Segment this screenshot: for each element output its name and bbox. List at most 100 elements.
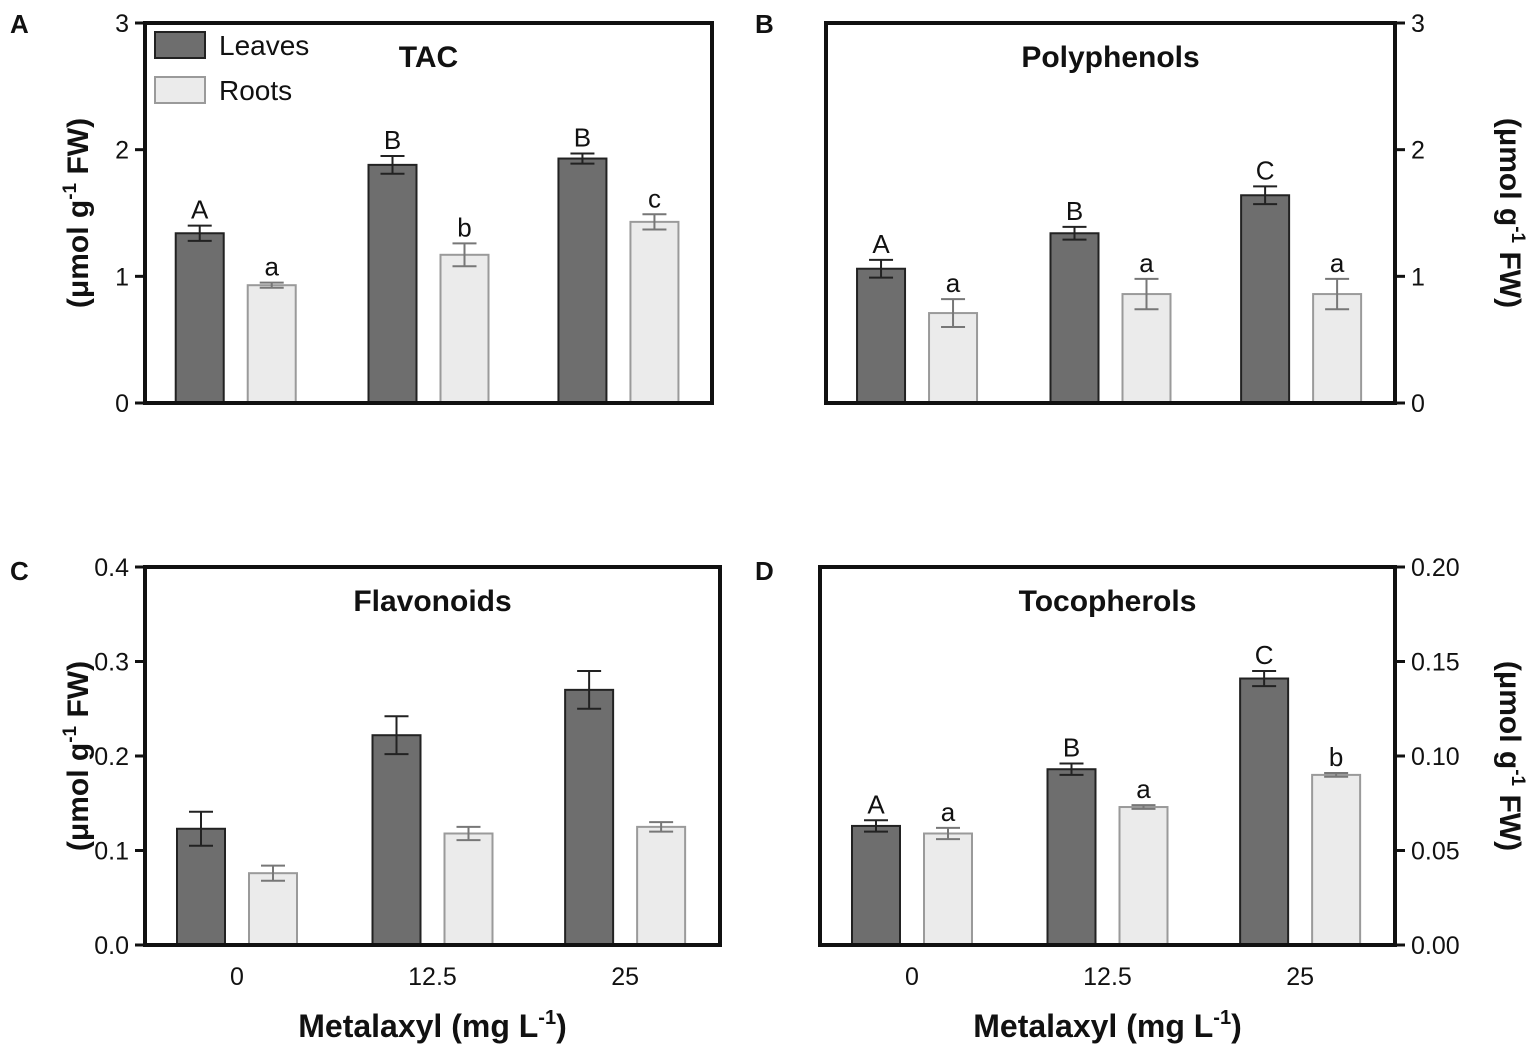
significance-letter: A	[867, 789, 885, 819]
x-axis-label: Metalaxyl (mg L-1)	[973, 1007, 1242, 1044]
leaves-bar	[856, 267, 907, 404]
error-bar	[941, 298, 966, 328]
panel-letter: A	[10, 9, 29, 39]
y-axis-label-text: (μmol g	[1493, 661, 1526, 769]
roots-bar	[1312, 293, 1363, 405]
leaves-bar	[371, 734, 422, 947]
chart-title: Polyphenols	[1021, 41, 1199, 74]
y-axis-label-text: FW)	[62, 118, 95, 183]
y-axis-label-text: FW)	[1493, 243, 1526, 308]
panel-d: D Tocopherols A B Ca a b 0.00 0.05 0.10 0.15 0.20 (μ…	[755, 554, 1528, 1044]
panel-letter: B	[755, 9, 774, 39]
legend-swatch-leaves	[154, 31, 206, 59]
y-axis-label: (μmol g-1 FW)	[1493, 661, 1528, 851]
y-axis-label: (μmol g-1 FW)	[60, 661, 95, 851]
leaves-bar	[367, 163, 418, 404]
y-tick-label: 0.4	[94, 554, 129, 582]
error-bar	[452, 242, 477, 268]
error-bar	[1131, 804, 1156, 810]
significance-letter: a	[941, 797, 956, 827]
leaves-bar	[174, 232, 225, 404]
significance-letter: B	[384, 125, 401, 155]
plot-frame	[824, 21, 1397, 405]
panel-letter: C	[10, 556, 29, 586]
error-bar	[384, 715, 409, 756]
legend: Leaves Roots	[154, 30, 309, 106]
y-tick-label: 0.0	[94, 932, 129, 960]
leaves-bar	[1239, 677, 1290, 946]
error-bar	[642, 213, 667, 231]
leaves-bar	[1046, 768, 1097, 946]
legend-label-leaves: Leaves	[219, 30, 309, 61]
significance-letter: B	[1063, 733, 1080, 763]
plot-frame	[143, 21, 714, 405]
y-tick-label: 0	[1411, 390, 1425, 418]
roots-bar	[629, 220, 680, 404]
roots-bar	[443, 832, 494, 946]
error-bar	[649, 821, 674, 833]
chart-title: TAC	[399, 41, 458, 74]
plot-frame	[143, 565, 722, 947]
x-tick-label: 0	[230, 963, 244, 991]
x-tick-label: 12.5	[408, 963, 457, 991]
significance-letter: c	[648, 183, 661, 213]
y-tick-label: 1	[115, 263, 129, 291]
y-tick-label: 0.15	[1411, 649, 1460, 677]
significance-letter: B	[1066, 196, 1083, 226]
error-bar	[456, 825, 481, 842]
significance-letter: a	[946, 268, 961, 298]
roots-bar	[1311, 773, 1362, 947]
y-tick-label: 3	[115, 10, 129, 38]
x-axis-label: Metalaxyl (mg L-1)	[298, 1007, 567, 1044]
significance-letter: a	[1139, 248, 1154, 278]
significance-letter: a	[264, 252, 279, 282]
roots-bar	[923, 832, 973, 946]
significance-letter: B	[574, 122, 591, 152]
x-axis-label-text: )	[556, 1008, 567, 1044]
x-tick-label: 25	[1286, 963, 1314, 991]
y-tick-label: 1	[1411, 263, 1425, 291]
chart-title: Flavonoids	[353, 585, 511, 618]
x-tick-label: 25	[611, 963, 639, 991]
leaves-bar	[564, 688, 615, 946]
error-bar	[380, 155, 405, 175]
leaves-bar	[851, 824, 901, 946]
y-axis-label-text: (μmol g	[1493, 118, 1526, 226]
y-axis-label-text: (μmol g	[62, 743, 95, 851]
significance-letter: A	[191, 195, 209, 225]
roots-bar	[1118, 806, 1169, 947]
error-bar	[864, 819, 888, 833]
x-tick-label: 12.5	[1083, 963, 1132, 991]
error-bar	[1059, 762, 1084, 776]
roots-bar	[439, 253, 490, 404]
y-axis-label-text: FW)	[1493, 786, 1526, 851]
roots-bar	[246, 284, 297, 405]
x-axis-label-text: )	[1231, 1008, 1242, 1044]
error-bar	[1062, 225, 1087, 241]
leaves-bar	[1240, 194, 1291, 404]
y-tick-label: 0.10	[1411, 743, 1460, 771]
roots-bar	[636, 825, 687, 946]
y-tick-label: 0.3	[94, 649, 129, 677]
error-bar	[869, 258, 894, 279]
y-axis-label: (μmol g-1 FW)	[1493, 118, 1528, 308]
error-bar	[259, 281, 284, 289]
y-axis-label-text: (μmol g	[62, 200, 95, 308]
error-bar	[1252, 669, 1277, 688]
x-axis-label-text: Metalaxyl (mg L	[973, 1008, 1213, 1044]
significance-letter: b	[457, 212, 471, 242]
y-axis-label: (μmol g-1 FW)	[60, 118, 95, 308]
y-tick-label: 0.1	[94, 838, 129, 866]
legend-swatch-roots	[154, 76, 206, 104]
significance-letter: C	[1256, 155, 1275, 185]
roots-bar	[248, 872, 298, 946]
roots-bar	[1121, 293, 1172, 405]
significance-letter: a	[1136, 774, 1151, 804]
error-bar	[261, 864, 285, 882]
legend-label-roots: Roots	[219, 75, 292, 106]
error-bar	[187, 224, 212, 242]
y-axis-label-sup: -1	[60, 182, 81, 199]
significance-letter: C	[1255, 640, 1274, 670]
x-tick-label: 0	[905, 963, 919, 991]
